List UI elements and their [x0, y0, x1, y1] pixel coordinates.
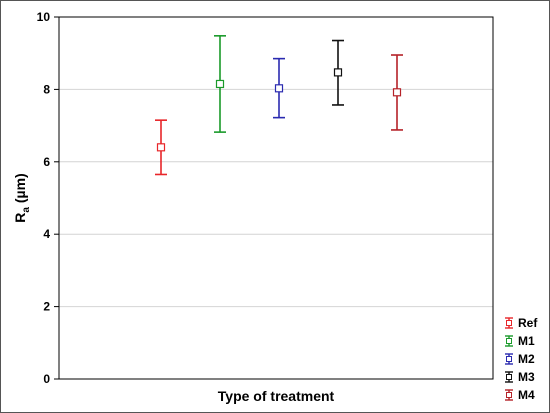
mean-marker — [392, 88, 402, 97]
y-tick-label: 2 — [43, 300, 50, 314]
mean-marker — [215, 79, 225, 89]
legend-swatch-marker — [506, 392, 512, 398]
y-tick-label: 6 — [43, 155, 50, 169]
y-axis-title-subscript: a — [21, 207, 32, 213]
y-axis-title-unit: (µm) — [12, 173, 28, 207]
mean-marker — [274, 84, 284, 93]
legend-item-m1: M1 — [505, 334, 535, 348]
error-bars — [155, 35, 403, 176]
errorbar-m2 — [273, 57, 285, 119]
legend-item-m4: M4 — [505, 388, 535, 402]
mean-marker — [156, 143, 166, 152]
legend-label: Ref — [518, 316, 538, 330]
legend-item-ref: Ref — [505, 316, 538, 330]
legend-swatch-marker — [506, 356, 512, 362]
legend-swatch-marker — [506, 338, 512, 344]
y-axis-ticks: 0 2 4 6 8 10 — [37, 10, 59, 386]
legend-item-m3: M3 — [505, 370, 535, 384]
y-axis-title: Ra (µm) — [12, 173, 32, 222]
legend-label: M3 — [518, 370, 535, 384]
y-tick-label: 0 — [43, 372, 50, 386]
axes — [58, 16, 494, 380]
plot-area-border — [58, 16, 494, 380]
legend-item-m2: M2 — [505, 352, 535, 366]
legend-swatch-marker — [506, 374, 512, 380]
legend-label: M4 — [518, 388, 535, 402]
y-tick-label: 10 — [37, 10, 51, 24]
errorbar-ref — [155, 119, 167, 176]
legend-label: M1 — [518, 334, 535, 348]
errorbar-m1 — [214, 35, 226, 133]
mean-marker — [333, 68, 343, 77]
legend-swatch-marker — [506, 320, 512, 326]
y-axis-title-main: R — [12, 213, 28, 223]
x-axis-title: Type of treatment — [218, 388, 335, 404]
legend: Ref M1 M2 M3 M4 — [505, 316, 538, 402]
y-tick-label: 4 — [43, 227, 50, 241]
errorbar-m4 — [391, 54, 403, 131]
errorbar-m3 — [332, 39, 344, 106]
legend-label: M2 — [518, 352, 535, 366]
grid-lines — [59, 88, 493, 308]
y-tick-label: 8 — [43, 82, 50, 96]
